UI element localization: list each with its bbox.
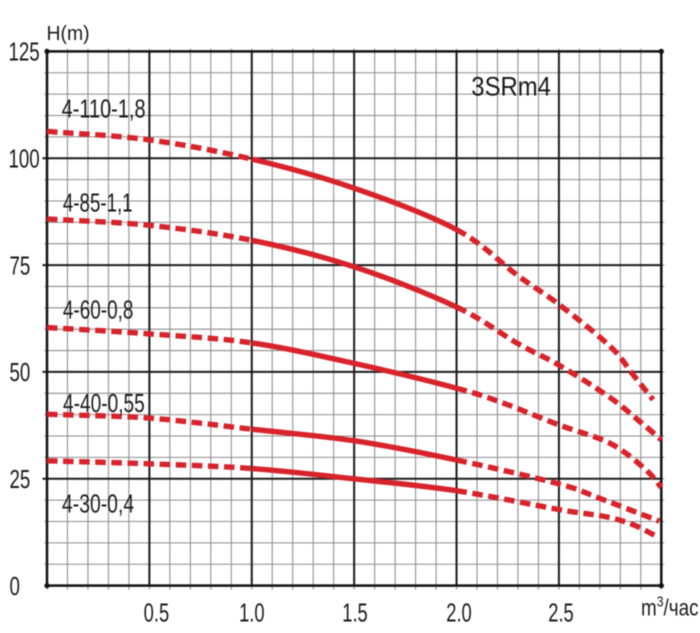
svg-text:0.5: 0.5 bbox=[144, 598, 169, 627]
svg-text:4-60-0,8: 4-60-0,8 bbox=[63, 294, 133, 324]
svg-text:4-40-0,55: 4-40-0,55 bbox=[63, 388, 145, 418]
svg-text:1.0: 1.0 bbox=[239, 598, 264, 627]
svg-text:100: 100 bbox=[9, 143, 40, 173]
svg-text:50: 50 bbox=[10, 357, 31, 387]
svg-text:75: 75 bbox=[10, 250, 31, 280]
svg-text:125: 125 bbox=[9, 36, 40, 66]
svg-text:2.0: 2.0 bbox=[446, 598, 471, 627]
svg-text:1.5: 1.5 bbox=[342, 598, 367, 627]
svg-text:H(m): H(m) bbox=[47, 23, 90, 45]
svg-text:25: 25 bbox=[10, 464, 31, 494]
svg-text:4-85-1,1: 4-85-1,1 bbox=[63, 188, 133, 218]
svg-text:2.5: 2.5 bbox=[548, 598, 573, 627]
svg-text:m3/час: m3/час bbox=[641, 593, 699, 621]
svg-text:3SRm4: 3SRm4 bbox=[471, 72, 551, 102]
svg-text:4-30-0,4: 4-30-0,4 bbox=[62, 489, 134, 518]
svg-text:4-110-1,8: 4-110-1,8 bbox=[62, 94, 146, 123]
svg-text:0: 0 bbox=[10, 571, 20, 601]
